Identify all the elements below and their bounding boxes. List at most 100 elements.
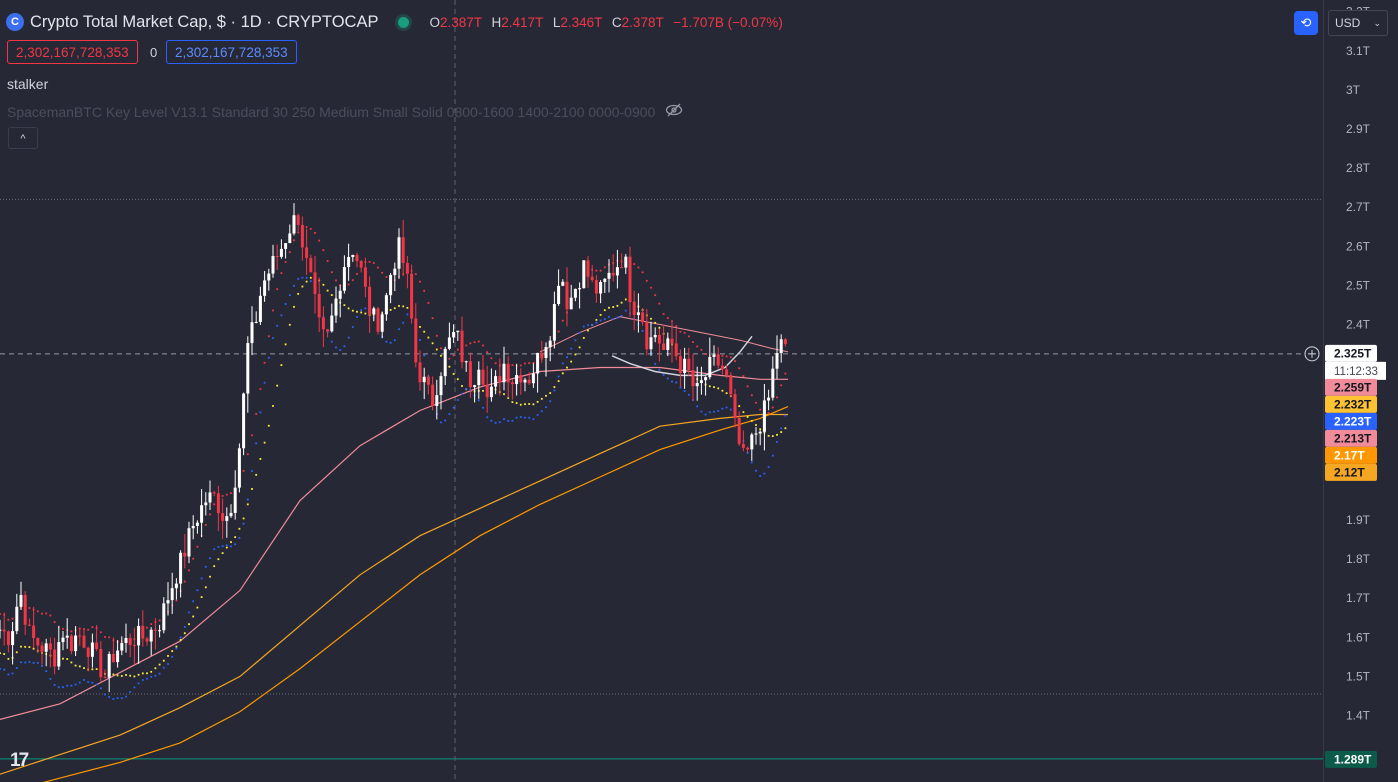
indicator-dot [452, 373, 455, 375]
indicator-dot [666, 317, 669, 319]
indicator-dot [570, 347, 573, 350]
indicator-dot [742, 375, 745, 377]
candle-body [771, 368, 775, 398]
indicator-dot [524, 416, 526, 419]
indicator-dot [671, 320, 673, 323]
hidden-eye-icon[interactable] [665, 103, 683, 120]
sell-price-box[interactable]: 2,302,167,728,353 [7, 40, 138, 64]
indicator-dot [87, 628, 90, 631]
indicator-dot [717, 387, 720, 390]
indicator-dot [561, 362, 564, 365]
candle-body [540, 352, 544, 358]
crypto-logo-icon: C [6, 13, 24, 31]
indicator-dot [595, 319, 598, 321]
indicator-dot [87, 681, 90, 683]
indicator-dot [133, 686, 136, 689]
candle-body [305, 247, 309, 259]
market-status-icon[interactable] [398, 16, 410, 28]
tradingview-logo[interactable]: 17 [10, 750, 29, 771]
sync-icon[interactable]: ⟲ [1294, 11, 1318, 35]
indicator-dot [183, 580, 186, 583]
indicator-dot [297, 277, 300, 280]
indicator-dot [767, 434, 770, 437]
indicator-dot [104, 636, 106, 638]
indicator-dot [347, 283, 350, 286]
indicator-dot [507, 397, 510, 399]
indicator-dot [62, 657, 64, 660]
indicator-dot [356, 272, 358, 275]
collapse-legend-button[interactable]: ^ [8, 127, 38, 149]
indicator-dot [41, 664, 43, 667]
indicator-dot [507, 420, 510, 422]
candle-body [292, 215, 296, 234]
indicator-dot [687, 335, 690, 338]
candle-body [565, 281, 569, 310]
indicator-dot [53, 683, 56, 686]
indicator-dot [771, 435, 774, 438]
indicator-dot [301, 276, 304, 279]
price-axis[interactable]: 3.2T3.1T3T2.9T2.8T2.7T2.6T2.5T2.4T1.9T1.… [1304, 0, 1398, 782]
indicator-dot [465, 344, 468, 347]
indicator-dot [267, 424, 270, 427]
indicator-dot [339, 349, 342, 352]
indicator-dot [456, 399, 459, 401]
dot-indicators [0, 226, 787, 700]
indicator-dot [385, 340, 388, 343]
candle-body [195, 522, 199, 527]
indicator-dot [246, 498, 249, 501]
indicator-dot [297, 292, 300, 295]
candle-body [212, 492, 216, 494]
indicator-stalker[interactable]: stalker [7, 76, 49, 92]
candle-body [510, 382, 514, 385]
candle-body [578, 288, 582, 290]
indicator-dot [440, 354, 442, 357]
indicator-spaceman[interactable]: SpacemanBTC Key Level V13.1 Standard 30 … [7, 103, 683, 120]
indicator-dot [297, 231, 300, 234]
indicator-dot [230, 541, 232, 544]
indicator-dot [305, 280, 308, 283]
indicator-dot [696, 345, 699, 348]
indicator-spaceman-label: SpacemanBTC Key Level V13.1 Standard 30 … [7, 103, 656, 120]
indicator-dot [393, 307, 396, 310]
price-label-box [1325, 378, 1377, 396]
y-tick-label: 1.9T [1346, 513, 1371, 527]
indicator-dot [351, 309, 354, 312]
y-tick-label: 3.1T [1346, 44, 1371, 58]
indicator-dot [641, 271, 644, 274]
symbol-title[interactable]: Crypto Total Market Cap, $ · 1D · CRYPTO… [30, 12, 379, 31]
currency-select[interactable]: USD ⌄ [1328, 10, 1388, 36]
indicator-dot [435, 348, 438, 351]
indicator-dot [599, 269, 602, 272]
indicator-dot [784, 427, 787, 430]
indicator-dot [28, 607, 31, 609]
indicator-dot [36, 662, 39, 664]
candle-body [74, 635, 78, 652]
price-label-box [1325, 412, 1377, 430]
candle-body [750, 434, 754, 450]
indicator-dot [230, 492, 232, 495]
candle-body [380, 314, 384, 332]
price-label-text: 2.232T [1334, 397, 1372, 411]
indicator-dot [364, 312, 367, 315]
price-label-text: 2.325T [1334, 346, 1372, 360]
indicator-dot [95, 683, 98, 686]
candle-body [649, 337, 653, 350]
indicator-dot [188, 611, 190, 614]
close-value: 2.378T [621, 14, 664, 30]
indicator-dot [650, 286, 652, 289]
indicator-dot [448, 357, 451, 360]
candle-body [536, 352, 540, 374]
indicator-dot [511, 401, 514, 403]
indicator-dot [759, 475, 762, 477]
candle-body [502, 363, 506, 383]
indicator-dot [112, 698, 115, 700]
candle-body [729, 375, 733, 395]
buy-price-box[interactable]: 2,302,167,728,353 [166, 40, 297, 64]
indicator-dot [309, 227, 312, 230]
indicator-dot [561, 372, 564, 375]
indicator-dot [309, 280, 312, 283]
indicator-dot [28, 661, 31, 663]
candle-body [670, 338, 674, 344]
candle-body [468, 361, 472, 388]
